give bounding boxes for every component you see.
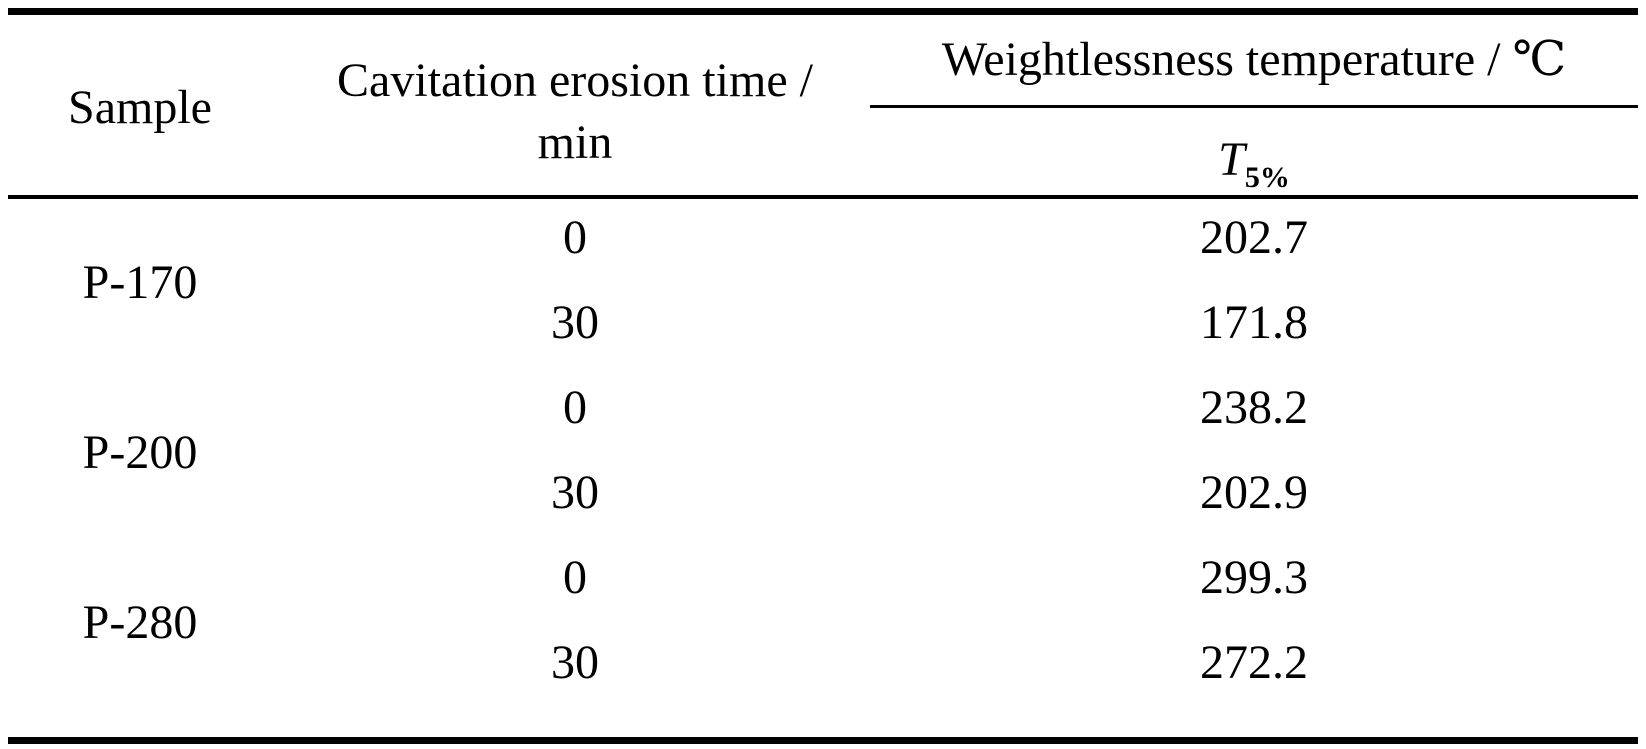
header-sample: Sample bbox=[68, 81, 212, 134]
temperature-cell: 272.2 bbox=[1200, 636, 1308, 689]
header-cavitation-time: Cavitation erosion time / min bbox=[280, 50, 870, 174]
time-cell: 30 bbox=[551, 296, 599, 349]
temperature-cell: 202.9 bbox=[1200, 466, 1308, 519]
temperature-cell: 171.8 bbox=[1200, 296, 1308, 349]
time-cell: 0 bbox=[563, 551, 587, 604]
header-t-subscript: 5% bbox=[1244, 161, 1290, 194]
bottom-rule bbox=[8, 737, 1638, 744]
sample-cell: P-280 bbox=[82, 596, 198, 649]
time-cell: 0 bbox=[563, 381, 587, 434]
time-cell: 30 bbox=[551, 466, 599, 519]
sample-cell: P-170 bbox=[82, 256, 198, 309]
temperature-cell: 238.2 bbox=[1200, 381, 1308, 434]
header-rule bbox=[8, 195, 1638, 199]
time-cell: 30 bbox=[551, 636, 599, 689]
time-cell: 0 bbox=[563, 211, 587, 264]
header-cavitation-time-line2: min bbox=[537, 116, 613, 169]
temperature-cell: 202.7 bbox=[1200, 211, 1308, 264]
header-t5: T5% bbox=[870, 132, 1638, 206]
temperature-cell: 299.3 bbox=[1200, 551, 1308, 604]
group-header-rule bbox=[870, 105, 1638, 108]
sample-cell: P-200 bbox=[82, 426, 198, 479]
header-cavitation-time-line1: Cavitation erosion time / bbox=[337, 54, 813, 107]
header-t-symbol: T bbox=[1218, 133, 1245, 186]
header-weightlessness-temperature: Weightlessness temperature / ℃ bbox=[941, 33, 1567, 86]
top-rule bbox=[8, 8, 1638, 15]
